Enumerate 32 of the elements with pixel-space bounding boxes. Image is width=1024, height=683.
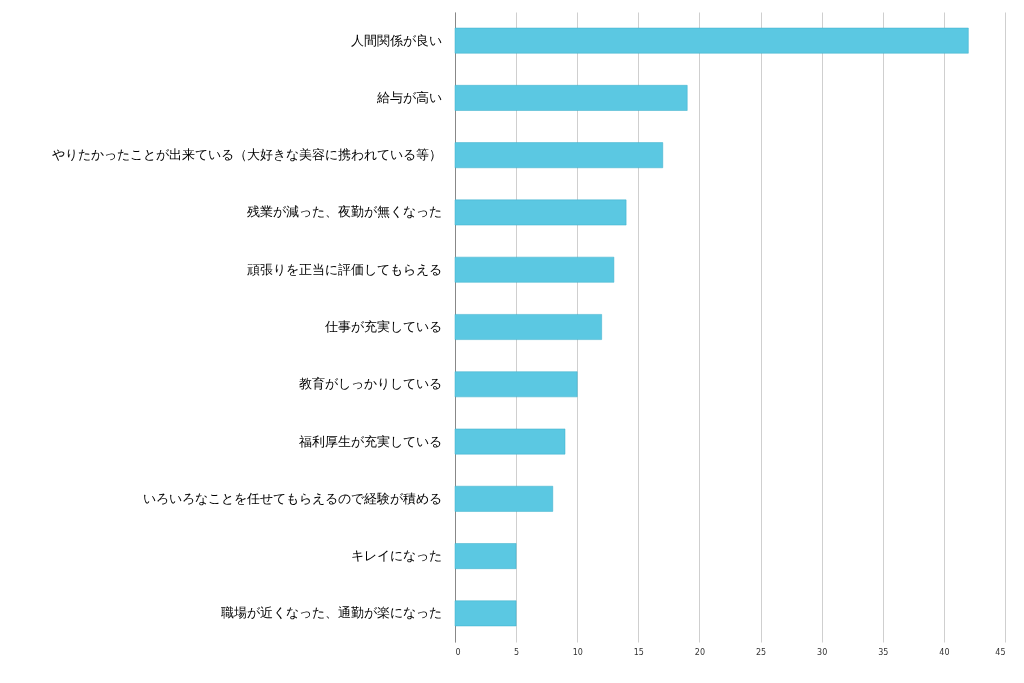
x-tick-label: 45 xyxy=(995,647,1006,657)
x-tick-label: 20 xyxy=(694,647,706,657)
bar xyxy=(454,256,615,283)
y-tick-label: 頑張りを正当に評価してもらえる xyxy=(246,261,442,277)
bar xyxy=(454,27,969,54)
x-tick-label: 40 xyxy=(939,647,950,657)
y-tick-label: 給与が高い xyxy=(375,89,442,105)
y-tick-label: 残業が減った、夜勤が無くなった xyxy=(246,204,442,220)
x-tick-label: 0 xyxy=(455,647,461,657)
bar xyxy=(454,600,517,627)
bar xyxy=(454,142,664,169)
x-tick-label: 30 xyxy=(817,647,828,657)
bar xyxy=(454,314,602,340)
bar xyxy=(454,428,566,455)
bar xyxy=(454,199,627,226)
y-tick-label: 人間関係が良い xyxy=(350,32,442,48)
bar xyxy=(454,371,578,398)
x-tick-label: 25 xyxy=(755,647,767,657)
x-tick-label: 15 xyxy=(633,647,644,657)
bar xyxy=(454,485,554,512)
y-tick-label: やりたかったことが出来ている（大好きな美容に携われている等） xyxy=(51,147,442,163)
y-tick-label: キレイになった xyxy=(350,548,442,564)
x-tick-label: 35 xyxy=(878,647,889,657)
y-tick-label: 福利厚生が充実している xyxy=(298,433,442,449)
x-tick-label: 5 xyxy=(514,647,520,657)
bar xyxy=(454,543,517,569)
y-tick-label: いろいろなことを任せてもらえるので経験が積める xyxy=(142,490,442,506)
y-tick-label: 仕事が充実している xyxy=(323,319,442,334)
y-tick-label: 職場が近くなった、通勤が楽になった xyxy=(220,605,442,621)
y-tick-label: 教育がしっかりしている xyxy=(298,376,442,392)
bar xyxy=(454,85,688,111)
x-tick-label: 10 xyxy=(572,647,583,657)
